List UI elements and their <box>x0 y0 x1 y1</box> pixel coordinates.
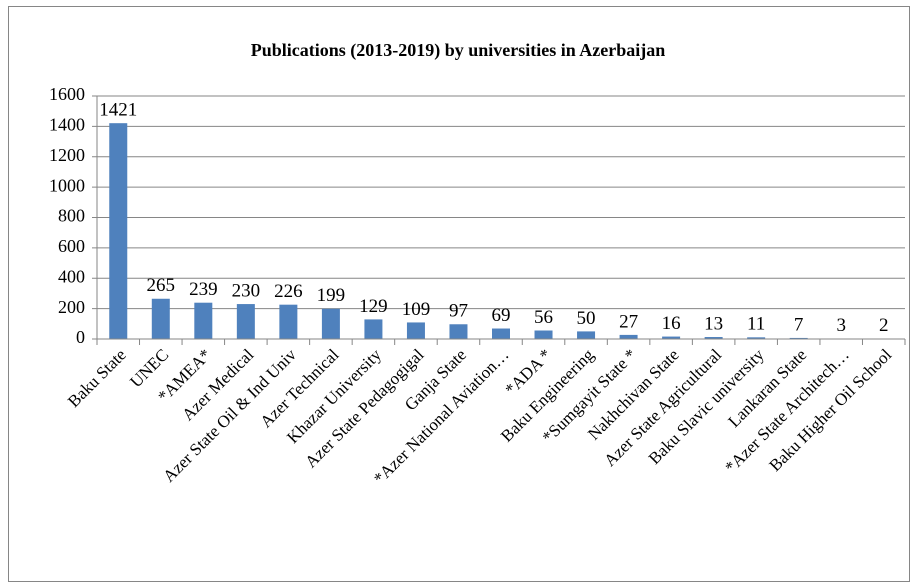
bar <box>364 319 383 339</box>
bar <box>321 308 340 339</box>
bar <box>704 337 723 339</box>
data-label: 199 <box>317 285 346 306</box>
bar <box>406 322 425 339</box>
bar <box>619 334 638 339</box>
chart-title: Publications (2013-2019) by universities… <box>251 40 666 61</box>
bar <box>789 337 808 339</box>
data-label: 97 <box>449 301 468 322</box>
y-tick-label: 1200 <box>49 145 85 165</box>
data-label: 11 <box>747 314 765 335</box>
bar <box>534 330 553 339</box>
bar <box>279 304 298 339</box>
bar <box>151 298 170 339</box>
data-label: 226 <box>274 281 303 302</box>
data-label: 1421 <box>99 100 137 121</box>
data-label: 27 <box>619 311 638 332</box>
bar <box>662 336 681 339</box>
bar <box>577 331 596 339</box>
bar <box>747 337 766 339</box>
data-label: 239 <box>189 279 218 300</box>
y-tick-label: 800 <box>58 206 85 226</box>
data-label: 50 <box>577 308 596 329</box>
chart-border <box>8 6 910 582</box>
data-label: 230 <box>232 280 261 301</box>
y-tick-label: 200 <box>58 297 85 317</box>
y-tick-label: 1400 <box>49 115 85 135</box>
data-label: 69 <box>492 305 511 326</box>
bar <box>492 328 510 339</box>
y-tick-label: 400 <box>58 266 85 286</box>
data-label: 2 <box>879 315 889 336</box>
bar <box>109 123 128 339</box>
bar <box>194 302 213 339</box>
y-tick-label: 1600 <box>49 84 85 104</box>
bar <box>449 324 468 339</box>
data-label: 13 <box>704 313 723 334</box>
data-label: 3 <box>836 315 846 336</box>
y-tick-label: 600 <box>58 236 85 256</box>
y-tick-label: 0 <box>76 327 85 347</box>
data-label: 129 <box>359 296 388 317</box>
data-label: 16 <box>662 313 681 334</box>
data-label: 109 <box>402 299 431 320</box>
data-label: 265 <box>147 275 176 296</box>
data-label: 56 <box>534 307 553 328</box>
bar <box>236 304 255 339</box>
y-tick-label: 1000 <box>49 175 85 195</box>
data-label: 7 <box>794 314 804 335</box>
